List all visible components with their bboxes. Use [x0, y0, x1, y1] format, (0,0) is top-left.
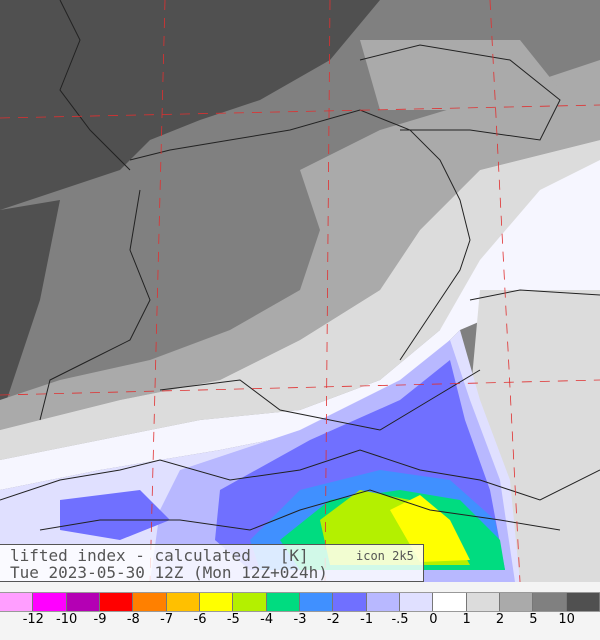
- map-title: lifted index - calculated [K]: [10, 546, 309, 565]
- valid-time: Tue 2023-05-30 12Z (Mon 12Z+024h): [10, 563, 328, 582]
- legend-label: -9: [93, 612, 107, 627]
- legend-label: 5: [529, 612, 538, 627]
- legend-label: -7: [160, 612, 174, 627]
- legend-swatch: [399, 593, 434, 611]
- yellow-region: [390, 495, 470, 562]
- legend-label: -12: [22, 612, 44, 627]
- legend-label: 2: [495, 612, 505, 627]
- light-band: [0, 140, 600, 460]
- legend-labels: -12 -10 -9 -8 -7 -6 -5 -4 -3 -2 -1 -.5 0 1 2 5 10: [0, 611, 600, 631]
- legend-swatch: [0, 593, 34, 611]
- country-borders: [0, 0, 600, 531]
- legend-swatch: [433, 593, 467, 611]
- legend-label: -6: [193, 612, 207, 627]
- legend-swatch: [199, 593, 234, 611]
- legend-swatch: [166, 593, 200, 611]
- legend-swatch: [299, 593, 334, 611]
- legend-label: 1: [462, 612, 471, 627]
- title-box: lifted index - calculated [K] icon 2k5 T…: [0, 544, 424, 582]
- legend-label: -2: [326, 612, 340, 627]
- model-name: icon 2k5: [356, 549, 414, 563]
- legend-swatch: [266, 593, 300, 611]
- legend-swatch: [533, 593, 567, 611]
- legend-label: 10: [558, 612, 575, 627]
- legend-label: 0: [429, 612, 438, 627]
- lifted-index-map: [0, 0, 600, 582]
- gray-patch-north: [360, 40, 560, 110]
- legend-label: -1: [360, 612, 374, 627]
- legend-swatch: [33, 593, 67, 611]
- legend-swatch: [466, 593, 500, 611]
- color-legend: [0, 592, 600, 612]
- legend-label: -4: [260, 612, 274, 627]
- legend-swatch: [333, 593, 367, 611]
- west-dark-region: [0, 200, 60, 420]
- white-band: [0, 160, 600, 490]
- sea-dark-region: [0, 0, 380, 210]
- legend-label: -.5: [391, 612, 409, 627]
- legend-label: -3: [293, 612, 307, 627]
- legend-swatch: [499, 593, 534, 611]
- legend-swatch: [133, 593, 167, 611]
- blue-west-patch: [60, 490, 170, 540]
- east-gray-region: [470, 290, 600, 582]
- legend-label: -10: [56, 612, 78, 627]
- legend-swatch: [233, 593, 267, 611]
- legend-swatch: [566, 593, 600, 611]
- legend-label: -5: [226, 612, 240, 627]
- legend-swatch: [66, 593, 100, 611]
- lat-lon-grid: [0, 0, 600, 582]
- legend-swatch: [366, 593, 400, 611]
- light-gray-region: [0, 60, 600, 430]
- legend-label: -8: [126, 612, 140, 627]
- legend-swatch: [99, 593, 134, 611]
